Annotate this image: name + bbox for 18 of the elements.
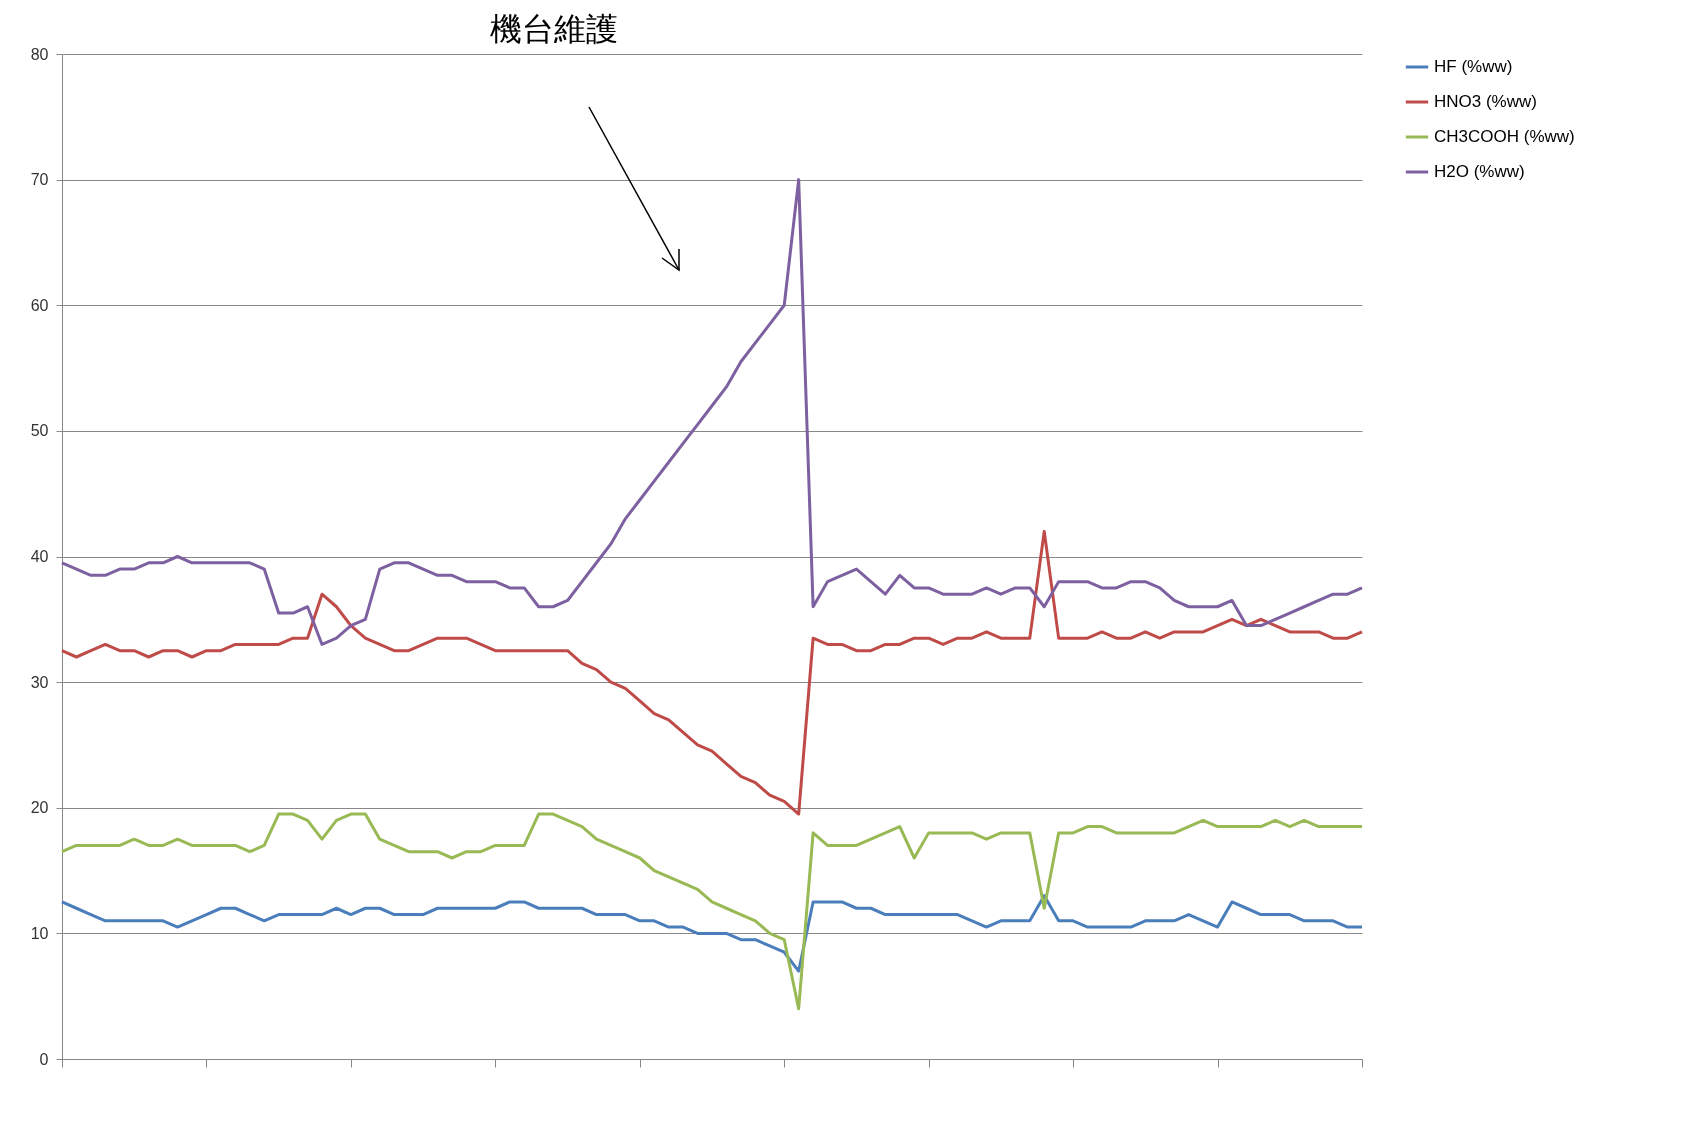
legend-label: HF (%ww): [1434, 57, 1513, 76]
y-tick-label: 10: [30, 924, 49, 942]
legend-label: CH3COOH (%ww): [1434, 127, 1575, 146]
line-series: [60, 812, 1364, 1011]
line-series: [60, 894, 1364, 973]
y-tick-label: 0: [39, 1050, 49, 1068]
line-series: [60, 178, 1364, 646]
y-tick-label: 70: [30, 171, 49, 189]
legend-label: HNO3 (%ww): [1434, 92, 1537, 111]
text: 機台維護: [490, 9, 618, 50]
y-tick-label: 60: [30, 296, 49, 314]
y-tick-label: 40: [30, 548, 49, 565]
y-tick-label: 30: [30, 673, 49, 691]
line-series: [60, 529, 1364, 816]
y-tick-label: 20: [30, 799, 49, 817]
y-tick-label: 50: [30, 422, 49, 440]
legend-label: H2O (%ww): [1434, 162, 1525, 181]
y-tick-label: 80: [30, 45, 49, 63]
